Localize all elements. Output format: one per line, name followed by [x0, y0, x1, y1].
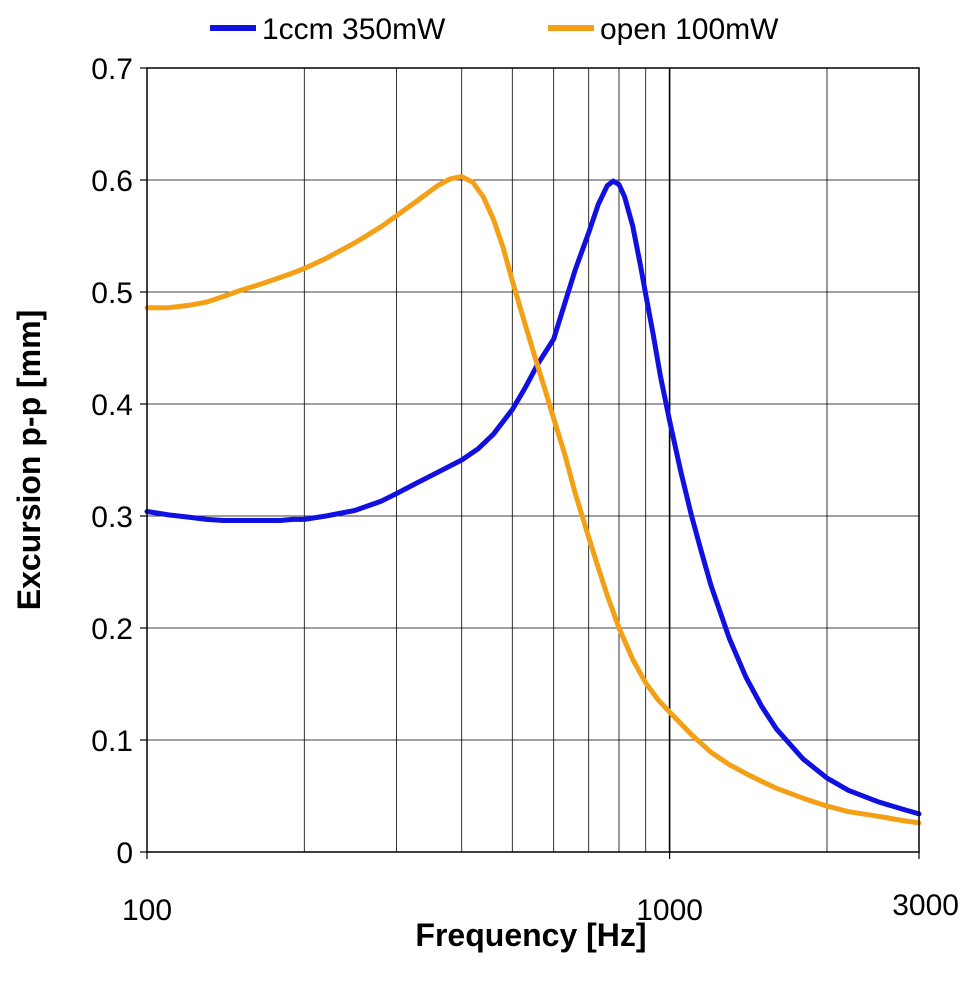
y-axis-ticks: 0 0.1 0.2 0.3 0.4 0.5 0.6 0.7: [91, 53, 147, 870]
x-axis-title: Frequency [Hz]: [415, 917, 646, 953]
y-tick-label: 0.6: [91, 165, 133, 198]
x-tick-label: 1000: [636, 894, 703, 927]
y-tick-label: 0: [116, 837, 133, 870]
plot-background: [147, 68, 919, 852]
plot-frame: [146, 67, 920, 853]
legend: 1ccm 350mW open 100mW: [210, 13, 779, 46]
y-tick-label: 0.7: [91, 53, 133, 86]
y-tick-label: 0.4: [91, 389, 133, 422]
y-tick-label: 0.2: [91, 613, 133, 646]
gridlines: [147, 68, 919, 852]
series-lines: [144, 174, 922, 826]
legend-label-2: open 100mW: [600, 13, 779, 46]
y-axis-title: Excursion p-p [mm]: [11, 310, 47, 610]
series-line-1: [144, 178, 922, 817]
x-tick-label: 3000: [892, 889, 959, 922]
legend-label-1: 1ccm 350mW: [262, 13, 446, 46]
y-tick-label: 0.3: [91, 501, 133, 534]
series-line-2: [144, 174, 922, 826]
x-tick-label: 100: [122, 894, 172, 927]
y-tick-label: 0.1: [91, 725, 133, 758]
y-tick-label: 0.5: [91, 277, 133, 310]
x-axis-ticks: 100 1000 3000: [122, 852, 959, 927]
